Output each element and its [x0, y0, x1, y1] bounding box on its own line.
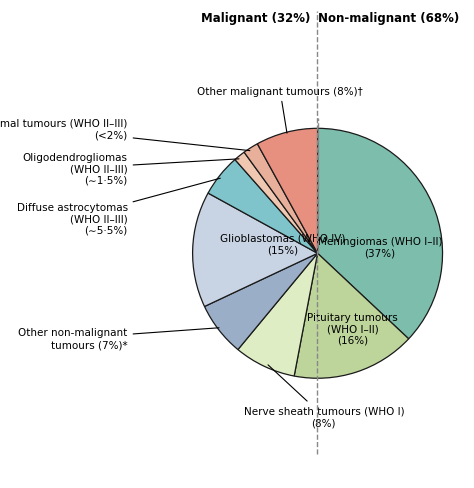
- Wedge shape: [238, 254, 318, 376]
- Text: Oligodendrogliomas
(WHO II–III)
(∼1·5%): Oligodendrogliomas (WHO II–III) (∼1·5%): [23, 152, 239, 185]
- Text: Non-malignant (68%): Non-malignant (68%): [318, 12, 459, 25]
- Text: Ependymal tumours (WHO II–III)
(<2%): Ependymal tumours (WHO II–III) (<2%): [0, 118, 250, 151]
- Text: Nerve sheath tumours (WHO I)
(8%): Nerve sheath tumours (WHO I) (8%): [244, 365, 404, 427]
- Text: Diffuse astrocytomas
(WHO II–III)
(∼5·5%): Diffuse astrocytomas (WHO II–III) (∼5·5%…: [17, 179, 220, 235]
- Wedge shape: [192, 194, 318, 307]
- Wedge shape: [204, 254, 318, 350]
- Wedge shape: [208, 160, 318, 254]
- Text: Other malignant tumours (8%)†: Other malignant tumours (8%)†: [197, 87, 363, 134]
- Text: Malignant (32%): Malignant (32%): [201, 12, 310, 25]
- Wedge shape: [318, 129, 443, 339]
- Text: Meningiomas (WHO I–II)
(37%): Meningiomas (WHO I–II) (37%): [318, 237, 442, 258]
- Wedge shape: [257, 129, 318, 254]
- Wedge shape: [235, 153, 318, 254]
- Wedge shape: [244, 144, 318, 254]
- Text: Pituitary tumours
(WHO I–II)
(16%): Pituitary tumours (WHO I–II) (16%): [307, 312, 398, 345]
- Wedge shape: [294, 254, 409, 379]
- Text: Glioblastomas (WHO IV)
(15%): Glioblastomas (WHO IV) (15%): [220, 233, 345, 255]
- Text: Other non-malignant
tumours (7%)*: Other non-malignant tumours (7%)*: [18, 328, 219, 349]
